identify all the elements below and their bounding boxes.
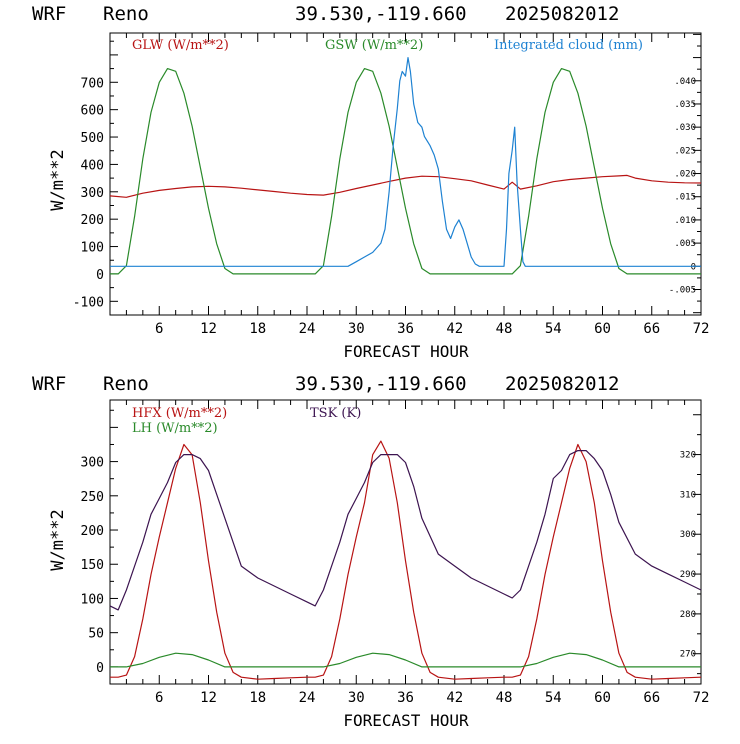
- x-tick-label: 6: [155, 321, 163, 337]
- y2-tick-label: 0: [691, 262, 696, 272]
- x-tick-label: 42: [446, 321, 463, 337]
- series-line-2: [110, 67, 701, 275]
- y-tick-label: 300: [81, 456, 104, 471]
- x-tick-label: 30: [348, 321, 365, 337]
- y2-tick-label: .010: [674, 216, 696, 226]
- x-tick-label: 54: [545, 321, 562, 337]
- panel2-model: WRF: [32, 373, 66, 395]
- panel2-ylabel: W/m**2: [48, 509, 68, 570]
- x-tick-label: 42: [446, 690, 463, 706]
- x-tick-label: 12: [200, 321, 217, 337]
- y2-tick-label: .040: [674, 77, 696, 87]
- panel1-site: Reno: [103, 3, 149, 25]
- x-tick-label: 72: [693, 321, 710, 337]
- legend-lh: LH (W/m**2): [132, 421, 218, 436]
- panel1-xlabel: FORECAST HOUR: [343, 342, 469, 361]
- y-tick-label: 300: [81, 186, 104, 201]
- series-line-1: [109, 174, 702, 198]
- panel1-plot: 6 12 18 24 30 36 42 48 54 60 66 72 -100 0 100 200 300 400…: [73, 32, 710, 337]
- y-tick-label: 200: [81, 524, 104, 539]
- panel2-run: 2025082012: [505, 373, 619, 395]
- y-tick-label: 600: [81, 104, 104, 119]
- x-tick-label: 6: [155, 690, 163, 706]
- series-line-1: [110, 440, 702, 680]
- x-tick-label: 48: [496, 690, 513, 706]
- legend-glw: GLW (W/m**2): [132, 38, 229, 53]
- y-tick-label: 700: [81, 76, 104, 91]
- series-line-3: [109, 450, 702, 611]
- y2-tick-label: .030: [674, 123, 696, 133]
- y2-tick-label: 320: [680, 451, 696, 461]
- panel1-coords: 39.530,-119.660: [295, 3, 467, 25]
- x-tick-label: 18: [249, 321, 266, 337]
- y2-tick-label: -.005: [669, 285, 696, 295]
- y-tick-label: 100: [81, 592, 104, 607]
- x-tick-label: 66: [643, 321, 660, 337]
- y-tick-label: 250: [81, 490, 104, 505]
- legend-gsw: GSW (W/m**2): [325, 38, 423, 53]
- x-tick-label: 54: [545, 690, 562, 706]
- y-tick-label: 500: [81, 131, 104, 146]
- y-tick-label: 200: [81, 213, 104, 228]
- plot-frame: [109, 399, 702, 685]
- x-tick-label: 60: [594, 321, 611, 337]
- panel1-run: 2025082012: [505, 3, 619, 25]
- y-tick-label: 150: [81, 558, 104, 573]
- series-line-3: [110, 56, 701, 267]
- panel2-plot: 6 12 18 24 30 36 42 48 54 60 66 72 0 50 100 150 200 250 30…: [81, 399, 710, 706]
- series-line-2: [110, 652, 701, 668]
- y-tick-label: 100: [81, 241, 104, 256]
- y2-tick-label: 290: [680, 570, 696, 580]
- x-tick-label: 36: [397, 690, 414, 706]
- x-tick-label: 24: [299, 690, 316, 706]
- x-tick-label: 66: [643, 690, 660, 706]
- x-tick-label: 12: [200, 690, 217, 706]
- y2-tick-label: .025: [674, 146, 696, 156]
- y-tick-label: 0: [96, 268, 104, 283]
- y2-tick-label: 300: [680, 530, 696, 540]
- y2-tick-label: 310: [680, 490, 696, 500]
- x-tick-label: 36: [397, 321, 414, 337]
- y-tick-label: 50: [88, 627, 104, 642]
- panel1-ylabel: W/m**2: [48, 149, 68, 210]
- y2-tick-label: .015: [674, 193, 696, 203]
- panel1-model: WRF: [32, 3, 66, 25]
- legend-tsk: TSK (K): [310, 406, 361, 421]
- legend-integrated-cloud: Integrated cloud (mm): [494, 38, 643, 53]
- x-tick-label: 18: [249, 690, 266, 706]
- y2-tick-label: .005: [674, 239, 696, 249]
- x-tick-label: 48: [496, 321, 513, 337]
- panel2-xlabel: FORECAST HOUR: [343, 711, 469, 730]
- x-tick-label: 72: [693, 690, 710, 706]
- panel2-site: Reno: [103, 373, 149, 395]
- y-tick-label: 400: [81, 158, 104, 173]
- y-tick-label: 0: [96, 661, 104, 676]
- y2-tick-label: .035: [674, 100, 696, 110]
- y2-tick-label: 270: [680, 650, 696, 660]
- panel2-coords: 39.530,-119.660: [295, 373, 467, 395]
- legend-hfx: HFX (W/m**2): [132, 406, 227, 421]
- y2-tick-label: 280: [680, 610, 696, 620]
- y2-tick-label: .020: [674, 170, 696, 180]
- x-tick-label: 24: [299, 321, 316, 337]
- x-tick-label: 60: [594, 690, 611, 706]
- y-tick-label: -100: [73, 295, 104, 310]
- x-tick-label: 30: [348, 690, 365, 706]
